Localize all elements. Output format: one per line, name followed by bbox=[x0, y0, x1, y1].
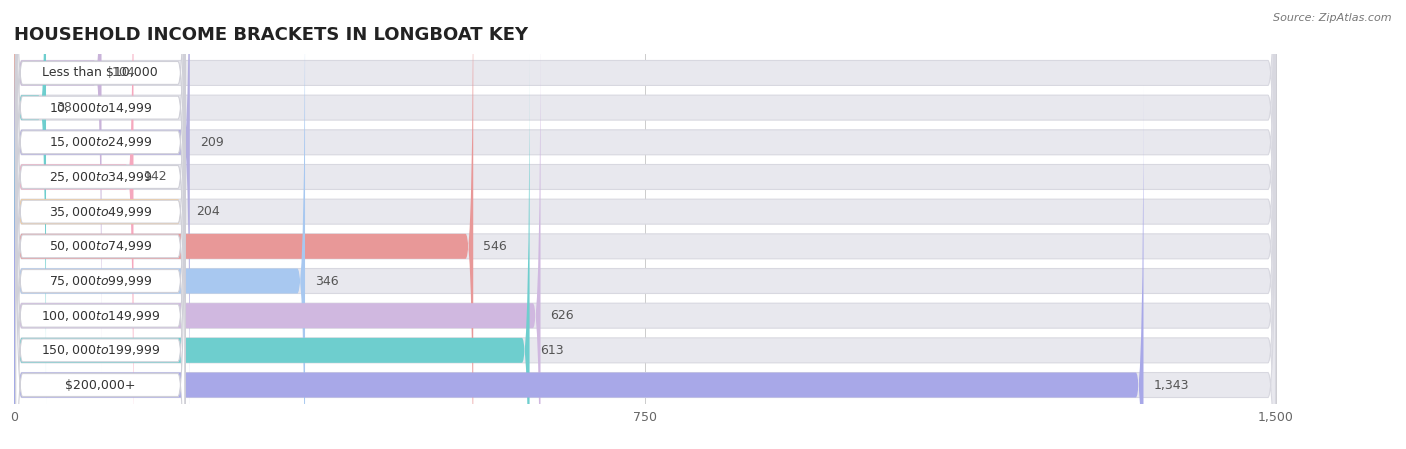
FancyBboxPatch shape bbox=[15, 0, 184, 443]
Text: $10,000 to $14,999: $10,000 to $14,999 bbox=[48, 101, 152, 114]
Text: $35,000 to $49,999: $35,000 to $49,999 bbox=[48, 205, 152, 219]
FancyBboxPatch shape bbox=[15, 50, 184, 449]
FancyBboxPatch shape bbox=[14, 0, 1275, 449]
FancyBboxPatch shape bbox=[15, 0, 184, 339]
Text: $15,000 to $24,999: $15,000 to $24,999 bbox=[48, 135, 152, 150]
FancyBboxPatch shape bbox=[15, 84, 184, 449]
Text: 38: 38 bbox=[56, 101, 72, 114]
Text: Source: ZipAtlas.com: Source: ZipAtlas.com bbox=[1274, 13, 1392, 23]
FancyBboxPatch shape bbox=[14, 85, 1143, 449]
FancyBboxPatch shape bbox=[15, 15, 184, 449]
FancyBboxPatch shape bbox=[14, 0, 190, 442]
Text: $25,000 to $34,999: $25,000 to $34,999 bbox=[48, 170, 152, 184]
FancyBboxPatch shape bbox=[14, 16, 1275, 449]
FancyBboxPatch shape bbox=[15, 0, 184, 408]
FancyBboxPatch shape bbox=[14, 51, 530, 449]
FancyBboxPatch shape bbox=[14, 51, 1275, 449]
Text: 546: 546 bbox=[484, 240, 508, 253]
FancyBboxPatch shape bbox=[14, 0, 1275, 449]
FancyBboxPatch shape bbox=[15, 0, 184, 449]
FancyBboxPatch shape bbox=[14, 0, 134, 449]
Text: 209: 209 bbox=[200, 136, 224, 149]
Text: 142: 142 bbox=[143, 171, 167, 184]
FancyBboxPatch shape bbox=[14, 0, 46, 407]
Text: $150,000 to $199,999: $150,000 to $199,999 bbox=[41, 343, 160, 357]
FancyBboxPatch shape bbox=[15, 0, 184, 374]
FancyBboxPatch shape bbox=[14, 85, 1275, 449]
FancyBboxPatch shape bbox=[14, 0, 1275, 373]
FancyBboxPatch shape bbox=[14, 0, 186, 449]
FancyBboxPatch shape bbox=[14, 0, 1275, 407]
FancyBboxPatch shape bbox=[14, 0, 101, 373]
Text: $50,000 to $74,999: $50,000 to $74,999 bbox=[48, 239, 152, 253]
FancyBboxPatch shape bbox=[15, 0, 184, 449]
Text: $200,000+: $200,000+ bbox=[65, 379, 135, 392]
Text: 613: 613 bbox=[540, 344, 564, 357]
Text: 626: 626 bbox=[551, 309, 574, 322]
Text: 1,343: 1,343 bbox=[1153, 379, 1189, 392]
Text: HOUSEHOLD INCOME BRACKETS IN LONGBOAT KEY: HOUSEHOLD INCOME BRACKETS IN LONGBOAT KE… bbox=[14, 26, 529, 44]
FancyBboxPatch shape bbox=[14, 0, 1275, 449]
Text: $100,000 to $149,999: $100,000 to $149,999 bbox=[41, 308, 160, 323]
FancyBboxPatch shape bbox=[14, 0, 474, 449]
Text: 204: 204 bbox=[195, 205, 219, 218]
FancyBboxPatch shape bbox=[14, 0, 1275, 449]
FancyBboxPatch shape bbox=[14, 0, 1275, 442]
Text: 346: 346 bbox=[315, 274, 339, 287]
FancyBboxPatch shape bbox=[14, 0, 305, 449]
FancyBboxPatch shape bbox=[14, 16, 540, 449]
Text: Less than $10,000: Less than $10,000 bbox=[42, 66, 157, 79]
Text: 104: 104 bbox=[111, 66, 135, 79]
Text: $75,000 to $99,999: $75,000 to $99,999 bbox=[48, 274, 152, 288]
FancyBboxPatch shape bbox=[15, 119, 184, 449]
